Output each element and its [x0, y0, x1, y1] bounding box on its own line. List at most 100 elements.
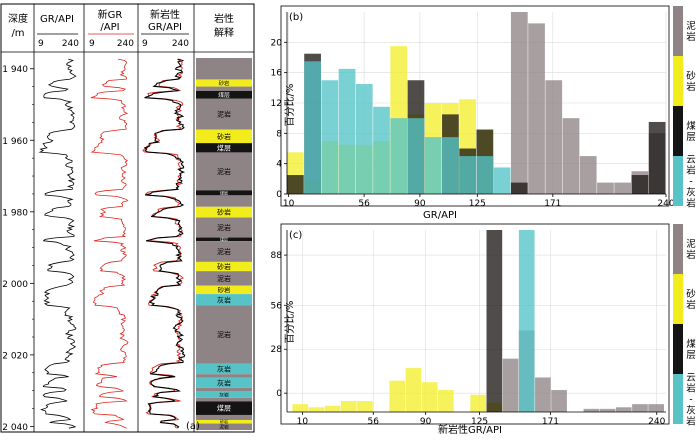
panel-c-axes: 10 56 90 125 171 240 0 28 56 88	[271, 230, 666, 427]
lithology-layer-mudstone	[196, 423, 252, 430]
legend-label-char: 砂	[686, 70, 696, 82]
depth-tick-label: 2 000	[2, 280, 28, 290]
legend-swatch-limestone	[673, 374, 683, 424]
bar-coal	[486, 230, 503, 412]
lithology-layer-label: 煤层	[217, 143, 231, 152]
legend-label-char: 灰	[686, 187, 696, 199]
lithology-layer-label: 泥岩	[217, 167, 231, 176]
lithology-layer-mudstone	[196, 397, 252, 402]
legend-label-char: 岩	[686, 416, 696, 428]
bar-mudstone	[545, 80, 563, 194]
legend-label-char: 岩	[686, 249, 696, 261]
lithology-layer-limestone	[196, 391, 252, 398]
x-tick-label: 171	[542, 417, 559, 427]
x-tick-label: 10	[283, 199, 295, 209]
lithology-layer-coal	[196, 237, 252, 242]
bar-limestone	[424, 137, 442, 194]
depth-tick-label: 1 940	[2, 65, 28, 75]
bar-limestone	[355, 84, 373, 194]
lithology-layer-limestone	[196, 377, 252, 388]
lithology-layer-label: 灰岩	[217, 364, 231, 373]
legend-swatch-sandstone	[673, 56, 683, 106]
panel-c-frame	[280, 223, 670, 425]
bar-limestone	[304, 61, 321, 194]
histogram-gr-panel: 10 56 90 125 171 240 0 4 8 12 16 20 (b) GR/API 百分比/…	[271, 5, 696, 221]
bar-sandstone	[292, 404, 309, 412]
lithology-layer-label: 泥岩	[217, 110, 231, 119]
lithology-layer-label: 煤层	[217, 404, 231, 413]
panel-a-label: (a)	[186, 421, 200, 432]
well-log-frame	[0, 3, 255, 433]
bar-sandstone	[340, 401, 357, 412]
newgr-range-min: 9	[89, 39, 95, 49]
y-tick-label: 4	[276, 160, 282, 170]
x-tick-label: 10	[297, 417, 309, 427]
lithology-layer-coal	[196, 90, 252, 99]
newlith-range-max: 240	[172, 39, 189, 49]
x-tick-label: 90	[414, 199, 426, 209]
bar-limestone	[442, 137, 459, 194]
lithology-layer-mudstone	[196, 152, 252, 191]
legend-swatch-coal	[673, 324, 683, 374]
lithology-layer-mudstone	[196, 414, 252, 420]
panel-c-bars	[292, 230, 664, 412]
lithology-layer-label: 灰岩	[217, 295, 231, 304]
new-lithology-gr-curve	[143, 58, 186, 429]
legend-label-char: 层	[686, 132, 696, 143]
legend-label-char: 岩	[686, 383, 696, 395]
legend-label-char: 云	[686, 155, 696, 166]
lithology-layer-label: 砂岩	[217, 132, 231, 141]
bar-mudstone	[579, 156, 597, 194]
lithology-layer-label: 砂岩	[219, 79, 230, 87]
bar-limestone	[518, 230, 535, 412]
x-tick-label: 125	[471, 417, 488, 427]
bar-coal	[648, 121, 666, 194]
panel-b-xlabel: GR/API	[423, 210, 457, 221]
lithology-layer-coal	[196, 190, 252, 196]
bar-mudstone	[510, 12, 528, 194]
bar-coal	[510, 182, 528, 194]
lithology-layer-sandstone	[196, 206, 252, 218]
gr-range-min: 9	[38, 39, 44, 49]
bar-limestone	[476, 156, 494, 194]
bar-limestone	[321, 80, 339, 194]
lithology-layer-label: 灰岩	[219, 391, 229, 398]
gr-range-max: 240	[62, 39, 79, 49]
x-tick-label: 56	[358, 199, 370, 209]
depth-header: 深度	[8, 12, 28, 25]
x-tick-label: 171	[544, 199, 561, 209]
lithology-layer-mudstone	[196, 271, 252, 286]
panel-c-grid	[287, 230, 666, 412]
lithology-layer-mudstone	[196, 374, 252, 378]
legend-label-char: 岩	[686, 31, 696, 43]
legend-label-char: 岩	[686, 198, 696, 210]
lithology-layer-coal	[196, 143, 252, 153]
histogram-new-lithology-gr-panel: 10 56 90 125 171 240 0 28 56 88 (c) 新岩性GR/API 百分比…	[271, 223, 696, 436]
x-tick-label: 90	[420, 417, 432, 427]
legend-swatch-mudstone	[673, 224, 683, 274]
panel-c-label: (c)	[289, 230, 302, 241]
legend-swatch-sandstone	[673, 274, 683, 324]
lithology-layer-mudstone	[196, 241, 252, 262]
bar-mudstone	[599, 408, 616, 412]
lithology-layer-mudstone	[196, 387, 252, 392]
lithology-layer-label: 泥岩	[217, 223, 231, 232]
newlith-range-min: 9	[142, 39, 148, 49]
legend-label-char: -	[689, 395, 692, 406]
y-tick-label: 88	[271, 251, 283, 261]
lithology-layer-sandstone	[196, 419, 252, 424]
bar-mudstone	[562, 118, 580, 194]
legend-label-char: 层	[686, 350, 696, 361]
bar-sandstone	[324, 405, 341, 412]
newlith-header-1: 新岩性	[150, 8, 180, 21]
well-log-panel: 深度 /m GR/API 9 240 新GR /API 9 240 新岩性 GR…	[0, 3, 255, 433]
legend-label-char: 云	[686, 373, 696, 384]
bar-mudstone	[648, 404, 664, 412]
depth-axis: 1 940 1 960 1 980 2 000 2 020 2 040	[2, 65, 34, 433]
depth-tick-label: 2 040	[2, 423, 28, 433]
bar-limestone	[459, 156, 476, 194]
legend-label-char: 岩	[686, 165, 696, 177]
lithology-layer-mudstone	[196, 86, 252, 91]
